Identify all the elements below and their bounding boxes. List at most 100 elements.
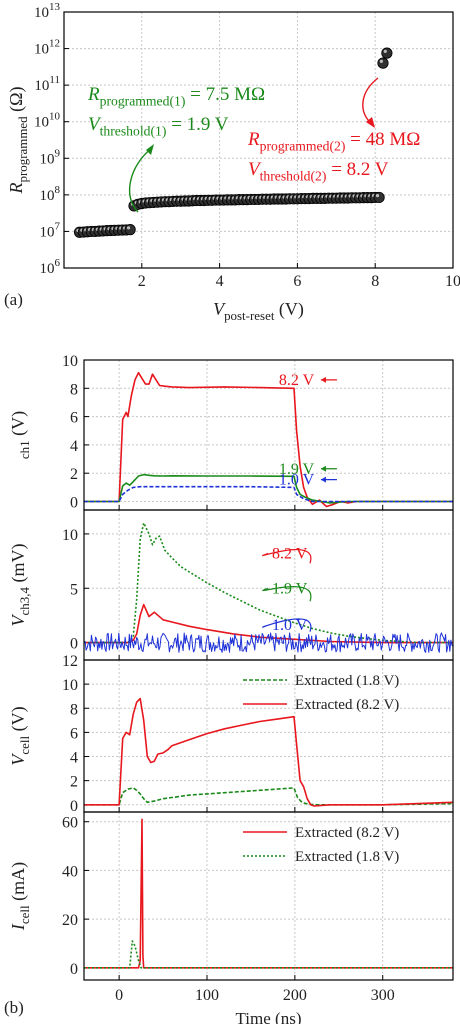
y-tick-base: 10	[40, 224, 55, 240]
y-tick-label: 20	[62, 912, 78, 929]
annotation-2-line2-unit: = 8.2 V	[326, 159, 388, 180]
data-point-shine	[126, 226, 131, 230]
y-tick-label: 1011	[34, 74, 60, 94]
series-line-0	[84, 787, 454, 806]
chart-b4: 0 20 40 60 0 100 200 300 Time (ns) Icell (mA) Extr…	[8, 811, 454, 1024]
annotation-1-arrow	[128, 147, 153, 213]
x-tick-label: 8	[371, 273, 379, 290]
legend-label: Extracted (8.2 V)	[295, 825, 399, 841]
y-tick-exponent: 11	[49, 74, 60, 86]
x-tick-label: 4	[216, 273, 224, 290]
annotation-2-line2: Vthreshold(2) = 8.2 V	[248, 159, 389, 184]
series-line-0	[84, 603, 453, 644]
y-axis-label: Vcell (V)	[8, 706, 32, 765]
y-axis-label-main: I	[8, 923, 28, 931]
y-tick-label: 60	[62, 815, 78, 832]
panel-label-b: (b)	[4, 998, 24, 1017]
data-point	[124, 224, 136, 236]
data-point-shine	[383, 49, 387, 53]
panel-label-a: (a)	[4, 290, 23, 309]
y-axis-label-sub: programmed	[15, 116, 30, 183]
series-label: 1.9 V	[279, 461, 315, 478]
y-axis-label-unit: (V)	[8, 706, 29, 736]
y-tick-label: 4	[70, 750, 78, 767]
legend-label: Extracted (1.8 V)	[295, 673, 399, 689]
y-tick-label: 0	[70, 961, 78, 978]
x-axis-label-unit: (V)	[274, 299, 304, 320]
y-tick-base: 10	[40, 261, 55, 277]
x-tick-label: 300	[371, 987, 395, 1004]
y-tick-base: 10	[40, 188, 55, 204]
y-tick-base: 10	[34, 78, 49, 94]
y-tick-base: 10	[34, 115, 49, 131]
y-tick-label: 0	[70, 495, 78, 512]
chart-b3: 0 2 4 6 8 10 12 Vcell (V) Extracted (1.8 V) Extra…	[8, 653, 454, 815]
chart-b1: 0 2 4 6 8 10 ch1 (V) 8.2 V 1.9 V1.0 V	[8, 353, 454, 512]
x-tick-label: 100	[195, 987, 219, 1004]
y-axis-label-sub: ch3,4	[17, 587, 32, 616]
y-tick-label: 0	[70, 798, 78, 815]
y-tick-base: 10	[40, 151, 55, 167]
data-point	[377, 57, 389, 69]
series-line-1	[84, 940, 453, 969]
x-axis-label-main: V	[213, 299, 226, 319]
y-tick-label: 108	[40, 184, 61, 204]
series-line-1	[84, 473, 453, 504]
y-axis-label: Vch3,4 (mV)	[8, 544, 32, 627]
annotation-2-arrowhead	[366, 117, 375, 128]
series-label-arrow	[262, 618, 312, 632]
y-tick-label: 10	[62, 353, 78, 370]
y-tick-exponent: 10	[49, 111, 61, 123]
annotation-2-line1: Rprogrammed(2) = 48 MΩ	[247, 129, 420, 154]
y-tick-label: 107	[40, 220, 61, 240]
x-axis-label: Time (ns)	[236, 1009, 302, 1024]
y-tick-base: 10	[34, 42, 49, 58]
y-axis-label-main: V	[8, 753, 28, 766]
y-tick-label: 6	[70, 410, 78, 427]
annotation-1-line2-sub: threshold(1)	[100, 123, 167, 139]
data-point-shine	[375, 194, 380, 198]
series-label: 8.2 V	[279, 372, 315, 389]
series-line-0	[84, 818, 453, 969]
y-tick-label: 10	[62, 677, 78, 694]
x-tick-label: 10	[445, 273, 460, 290]
y-tick-label: 1012	[34, 38, 60, 58]
x-axis-label: Vpost-reset (V)	[213, 299, 304, 323]
y-tick-label: 1013	[34, 1, 61, 21]
annotation-1-line2-main: V	[88, 114, 102, 135]
series-label-arrowhead	[320, 376, 326, 383]
y-tick-label: 2	[70, 466, 78, 483]
y-axis-label-sub: cell	[17, 736, 32, 755]
y-tick-label: 6	[70, 725, 78, 742]
y-tick-base: 10	[34, 5, 49, 21]
y-tick-exponent: 8	[55, 184, 61, 196]
series-label: 8.2 V	[272, 545, 308, 562]
x-tick-label: 200	[283, 987, 307, 1004]
y-axis-label: Rprogrammed (Ω)	[6, 86, 30, 194]
y-tick-label: 109	[40, 147, 61, 167]
data-point	[381, 47, 393, 59]
annotation-2-line1-unit: = 48 MΩ	[345, 129, 420, 150]
y-axis-label: Icell (mA)	[8, 862, 32, 931]
y-axis-label-sub: ch1	[17, 440, 32, 459]
y-tick-label: 40	[62, 863, 78, 880]
x-tick-label: 0	[115, 987, 123, 1004]
series-label: 1.0 V	[279, 472, 315, 489]
series-label-arrow	[262, 586, 312, 602]
y-tick-exponent: 6	[55, 257, 61, 269]
data-point	[373, 191, 385, 204]
y-tick-exponent: 12	[49, 38, 60, 50]
annotation-2-line1-sub: programmed(2)	[260, 138, 346, 154]
y-tick-exponent: 13	[49, 1, 61, 13]
y-tick-label: 2	[70, 774, 78, 791]
y-tick-label: 106	[40, 257, 61, 277]
y-axis-label-unit: (mV)	[8, 544, 29, 588]
y-tick-label: 10	[62, 527, 78, 544]
y-tick-exponent: 7	[55, 220, 61, 232]
data-point-shine	[379, 59, 383, 63]
plot-frame	[83, 811, 454, 981]
y-axis-label-main: R	[6, 183, 26, 195]
y-axis-label-main: V	[8, 613, 28, 626]
